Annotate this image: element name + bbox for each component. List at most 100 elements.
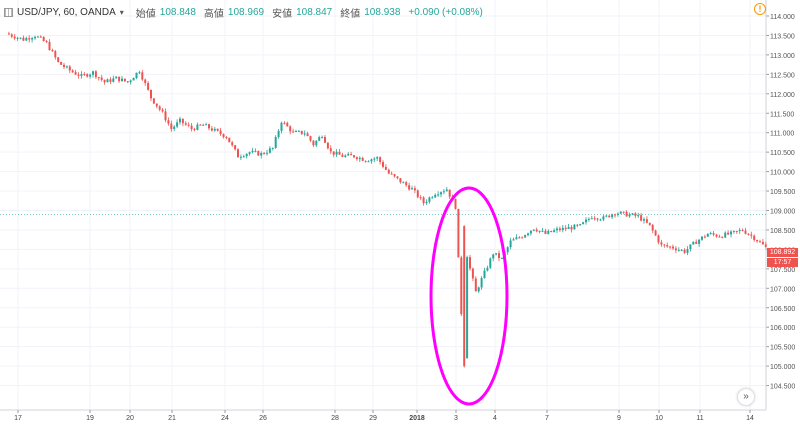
y-tick-label: 110.500 (770, 150, 795, 157)
candle-body (425, 201, 428, 204)
candle-body (724, 232, 727, 238)
candle-body (558, 228, 561, 231)
candle-body (138, 72, 141, 74)
candle-body (318, 137, 321, 141)
candle-body (355, 157, 358, 160)
x-tick-label: 21 (168, 415, 176, 422)
candle-body (297, 130, 300, 132)
candle-body (764, 244, 767, 247)
candle-body (199, 124, 202, 126)
candle-body (19, 37, 22, 39)
candle-body (268, 148, 271, 153)
candle-body (167, 120, 170, 124)
candle-body (706, 233, 709, 237)
candle-body (396, 176, 399, 179)
x-tick-label: 3 (454, 415, 458, 422)
candle-body (274, 137, 277, 148)
candle-body (353, 155, 355, 158)
candle-body (361, 157, 364, 161)
candle-body (712, 233, 715, 235)
candle-body (477, 287, 480, 292)
y-tick-label: 111.500 (770, 111, 794, 118)
candle-body (422, 197, 425, 204)
candle-body (379, 157, 382, 163)
y-tick-label: 111.000 (770, 131, 794, 138)
candle-body (515, 237, 518, 240)
candle-body (231, 142, 234, 146)
candle-body (434, 194, 437, 198)
info-icon[interactable]: ! (754, 3, 766, 15)
candle-body (547, 230, 550, 234)
candle-body (570, 227, 573, 230)
candle-body (593, 218, 596, 220)
candle-body (663, 244, 666, 246)
candle-body (532, 229, 535, 231)
y-tick-label: 106.500 (770, 306, 795, 313)
candle-body (31, 38, 34, 40)
candle-body (39, 36, 42, 38)
candle-body (10, 34, 13, 37)
candle-body (376, 157, 379, 159)
candle-body (399, 178, 402, 183)
candle-body (590, 218, 593, 220)
y-tick-label: 112.500 (770, 72, 795, 79)
candle-body (587, 218, 590, 220)
x-tick-label: 14 (746, 415, 754, 422)
candle-body (735, 230, 738, 232)
candle-body (228, 137, 231, 143)
candle-body (329, 148, 332, 152)
candle-body (715, 234, 718, 237)
scroll-to-realtime-button[interactable]: » (738, 389, 754, 405)
candle-body (440, 192, 442, 195)
candle-body (141, 72, 144, 80)
candle-body (611, 214, 614, 218)
candle-body (364, 160, 367, 162)
candle-body (71, 70, 74, 73)
candle-body (471, 268, 474, 279)
candle-body (732, 230, 735, 232)
x-tick-label: 20 (126, 415, 134, 422)
candle-body (538, 230, 541, 232)
candle-body (312, 140, 315, 146)
symbol-label[interactable]: USD/JPY, 60, OANDA (17, 6, 116, 18)
candle-body (393, 174, 396, 177)
candle-body (561, 227, 564, 231)
candle-body (324, 136, 326, 143)
candle-body (657, 235, 660, 243)
candle-body (382, 162, 384, 167)
candle-body (759, 241, 761, 243)
candle-body (60, 61, 63, 65)
candle-body (179, 118, 181, 123)
candle-body (251, 150, 254, 153)
countdown-label: 17:57 (767, 258, 798, 267)
y-tick-label: 112.000 (770, 92, 795, 99)
candle-body (625, 211, 628, 217)
candle-body (74, 72, 77, 75)
candle-body (683, 249, 686, 253)
symbol-icon[interactable] (4, 7, 13, 17)
candle-body (541, 230, 544, 232)
candle-body (483, 270, 486, 279)
candle-body (277, 130, 280, 138)
high-label: 高値 (203, 8, 224, 20)
candle-body (605, 215, 608, 217)
candle-body (135, 72, 138, 78)
x-tick-label: 4 (493, 415, 497, 422)
candle-body (315, 140, 318, 146)
candle-body (213, 128, 216, 131)
candle-body (205, 124, 208, 126)
candle-body (741, 230, 744, 232)
y-tick-label: 114.000 (770, 14, 795, 21)
candle-body (744, 230, 747, 234)
y-tick-label: 105.500 (770, 345, 795, 352)
candle-body (144, 79, 147, 83)
candle-body (303, 133, 306, 135)
candle-body (28, 38, 31, 40)
candle-body (237, 149, 239, 158)
candle-body (155, 103, 158, 107)
chevron-down-icon[interactable]: ▾ (119, 7, 124, 17)
candle-body (7, 33, 10, 35)
legend-header: USD/JPY, 60, OANDA ▾ 始値 108.848 高値 108.969… (4, 4, 487, 20)
candle-body (309, 136, 312, 141)
